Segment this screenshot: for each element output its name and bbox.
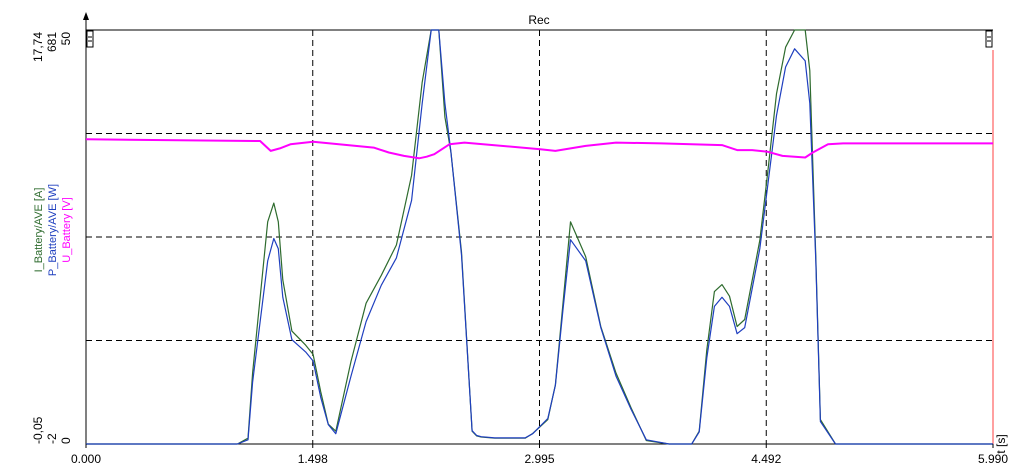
y-axis-top-label: 681 [45, 32, 59, 52]
x-tick-label: 1.498 [298, 452, 328, 466]
y-axes: 17,74 -0,05 I_Battery/AVE [A] 681 -2 P_Batter… [31, 32, 73, 444]
series-line-1 [86, 29, 993, 445]
grid [86, 30, 993, 444]
chart-title: Rec [528, 13, 549, 27]
x-tick-label: 0.000 [71, 452, 101, 466]
y-axis-bottom-label: -2 [45, 433, 59, 444]
right-scroll-handle[interactable] [985, 30, 993, 48]
series-layer [85, 29, 993, 445]
y-axis-name: I_Battery/AVE [A] [33, 188, 45, 273]
y-axis-name: P_Battery/AVE [W] [47, 184, 59, 276]
x-ticks: 0.000 1.498 2.995 4.492 5.990 [71, 444, 1008, 466]
x-tick-label: 4.492 [751, 452, 781, 466]
series-line-2 [85, 138, 993, 160]
y-axis-name: U_Battery [V] [61, 197, 73, 262]
y-axis-bottom-label: 0 [59, 437, 73, 444]
y-axis-top-label: 17,74 [31, 32, 45, 62]
y-axis-bottom-label: -0,05 [31, 416, 45, 444]
y-axis-top-label: 50 [59, 32, 73, 46]
x-tick-label: 5.990 [978, 452, 1008, 466]
left-scroll-handle[interactable] [86, 30, 94, 48]
x-tick-label: 2.995 [524, 452, 554, 466]
x-axis-label: t [s] [994, 434, 1008, 453]
axis-arrow-icon [83, 12, 89, 20]
